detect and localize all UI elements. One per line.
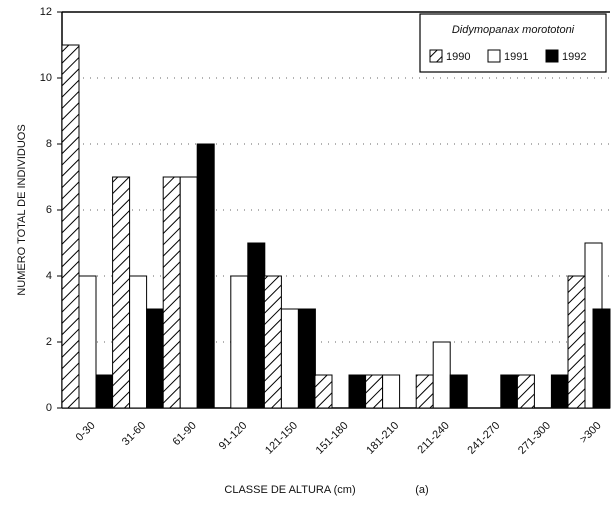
legend-label: 1990: [446, 51, 470, 63]
y-axis-label: NUMERO TOTAL DE INDIVIDUOS: [16, 124, 28, 295]
legend-title: Didymopanax morototoni: [452, 24, 575, 36]
x-axis-label: CLASSE DE ALTURA (cm): [224, 484, 355, 496]
legend-swatch: [545, 49, 559, 63]
x-tick-label: 121-150: [263, 420, 300, 457]
bar: [230, 275, 249, 409]
y-tick-label: 0: [46, 402, 52, 414]
bar: [263, 275, 282, 409]
y-tick-label: 8: [46, 138, 52, 150]
bar: [567, 275, 586, 409]
y-tick-label: 6: [46, 204, 52, 216]
bar: [592, 308, 611, 409]
bar: [415, 374, 434, 409]
bar: [179, 176, 198, 409]
y-tick-label: 2: [46, 336, 52, 348]
y-tick-label: 10: [40, 72, 52, 84]
y-tick-label: 4: [46, 270, 52, 282]
bar: [314, 374, 333, 409]
bar: [449, 374, 468, 409]
x-tick-label: 0-30: [74, 420, 98, 444]
bar: [280, 308, 299, 409]
x-tick-label: 181-210: [364, 420, 401, 457]
bar: [78, 275, 97, 409]
legend-swatch: [487, 49, 501, 63]
bar: [297, 308, 316, 409]
bar: [348, 374, 367, 409]
bar: [500, 374, 519, 409]
x-tick-label: >300: [578, 420, 604, 446]
y-tick-label: 12: [40, 6, 52, 18]
x-tick-label: 61-90: [170, 420, 198, 448]
bar: [112, 176, 131, 409]
x-tick-label: 31-60: [120, 420, 148, 448]
bar: [247, 242, 266, 409]
x-tick-label: 241-270: [465, 420, 502, 457]
legend-swatch: [429, 49, 443, 63]
annotation: (a): [415, 484, 428, 496]
bar: [432, 341, 451, 409]
bar: [516, 374, 535, 409]
bar: [146, 308, 165, 409]
legend-label: 1992: [562, 51, 586, 63]
bar: [95, 374, 114, 409]
x-tick-label: 91-120: [217, 420, 250, 453]
x-tick-label: 211-240: [415, 420, 451, 456]
legend-label: 1991: [504, 51, 528, 63]
x-tick-label: 271-300: [516, 420, 553, 457]
bar: [382, 374, 401, 409]
legend-box: [419, 13, 607, 73]
bar: [196, 143, 215, 409]
bar: [61, 44, 80, 409]
x-tick-label: 151-180: [314, 420, 351, 457]
bar: [550, 374, 569, 409]
bar: [129, 275, 148, 409]
bar: [365, 374, 384, 409]
bar: [162, 176, 181, 409]
